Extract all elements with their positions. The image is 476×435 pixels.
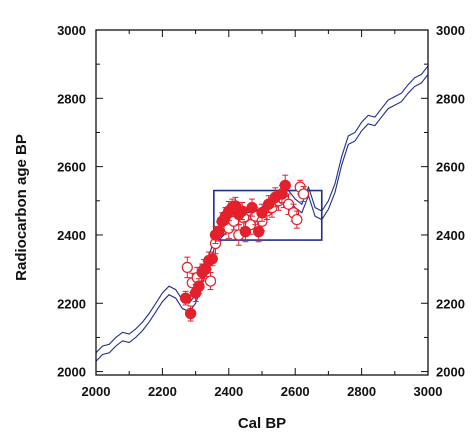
x-tick-label: 2400 bbox=[214, 384, 243, 399]
marker-filled bbox=[213, 225, 225, 238]
y-tick-labels-right: 2000 2200 2400 2600 2800 3000 bbox=[436, 23, 465, 380]
y-tick-label-left: 2000 bbox=[57, 365, 86, 380]
x-tick-labels: 2000 2200 2400 2600 2800 3000 bbox=[82, 384, 443, 399]
x-tick-label: 2000 bbox=[82, 384, 111, 399]
y-tick-label-right: 2600 bbox=[436, 160, 465, 175]
y-tick-label-right: 2400 bbox=[436, 228, 465, 243]
axis-ticks bbox=[95, 29, 429, 375]
marker-filled bbox=[184, 307, 197, 320]
plot-area bbox=[95, 29, 429, 376]
y-tick-label-left: 2600 bbox=[57, 160, 86, 175]
y-tick-label-left: 2200 bbox=[57, 296, 86, 311]
y-axis-title: Radiocarbon age BP bbox=[13, 134, 30, 281]
marker-filled bbox=[239, 225, 252, 238]
marker-filled bbox=[206, 253, 218, 265]
marker-filled bbox=[256, 207, 268, 219]
y-tick-label-left: 2400 bbox=[57, 228, 86, 243]
filled-point-17 bbox=[239, 220, 252, 243]
filled-point-21 bbox=[262, 195, 275, 214]
open-point-4 bbox=[204, 272, 217, 291]
marker-filled bbox=[179, 292, 192, 304]
x-tick-label: 3000 bbox=[414, 384, 443, 399]
marker-filled bbox=[279, 179, 291, 192]
marker-filled bbox=[262, 198, 275, 210]
marker-filled bbox=[236, 205, 248, 217]
x-tick-label: 2600 bbox=[281, 384, 310, 399]
y-tick-label-right: 2800 bbox=[436, 91, 465, 106]
filled-point-1 bbox=[184, 305, 197, 322]
y-tick-label-right: 2000 bbox=[436, 365, 465, 380]
open-point-0 bbox=[181, 256, 193, 279]
y-tick-label-left: 2800 bbox=[57, 91, 86, 106]
filled-point-3 bbox=[193, 278, 205, 295]
marker-open bbox=[181, 261, 193, 274]
marker-open bbox=[291, 213, 303, 226]
filled-point-18 bbox=[246, 198, 258, 217]
marker-filled bbox=[252, 225, 265, 238]
marker-filled bbox=[246, 201, 258, 214]
marker-open bbox=[297, 188, 310, 200]
y-tick-label-left: 3000 bbox=[57, 23, 86, 38]
x-tick-label: 2200 bbox=[148, 384, 177, 399]
y-tick-labels-left: 2000 2200 2400 2600 2800 3000 bbox=[57, 23, 86, 380]
x-axis-title: Cal BP bbox=[238, 415, 286, 432]
x-tick-label: 2800 bbox=[347, 384, 376, 399]
filled-point-7 bbox=[206, 251, 218, 267]
marker-open bbox=[204, 275, 217, 287]
data-points bbox=[179, 174, 310, 322]
open-point-22 bbox=[297, 185, 310, 202]
filled-point-0 bbox=[179, 290, 192, 306]
filled-point-24 bbox=[279, 174, 291, 197]
marker-filled bbox=[193, 280, 205, 292]
y-tick-label-right: 2200 bbox=[436, 296, 465, 311]
filled-point-16 bbox=[236, 202, 248, 221]
highlight-box-rect bbox=[213, 189, 323, 241]
y-tick-label-right: 3000 bbox=[436, 23, 465, 38]
highlight-box bbox=[213, 189, 323, 241]
open-point-20 bbox=[291, 210, 303, 229]
